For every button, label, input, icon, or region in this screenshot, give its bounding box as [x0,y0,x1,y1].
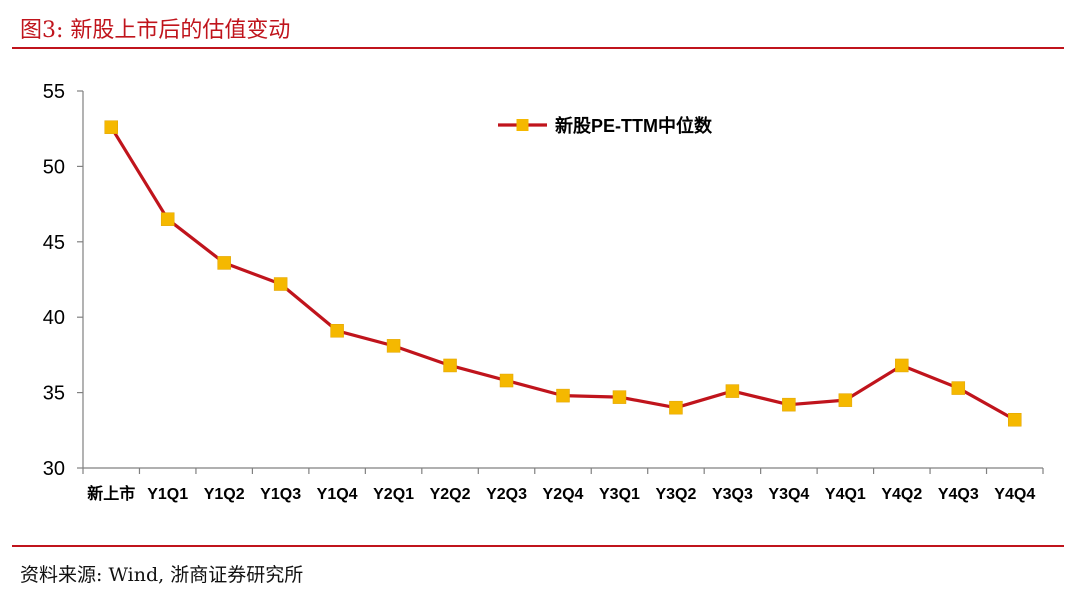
chart-axes: 30 35 40 45 50 55 新上市 Y1Q1 Y1Q2 Y1Q3 Y1Q4 Y2Q1 Y2Q2 Y… [43,81,1044,503]
data-point [443,358,457,373]
x-tick-label: Y1Q3 [260,486,301,503]
x-tick-label: Y2Q2 [430,486,471,503]
series-line [109,126,1016,422]
data-point [895,358,909,373]
legend-label: 新股PE-TTM中位数 [555,115,713,136]
x-tick-label: 新上市 [87,484,135,503]
x-tick-label: Y3Q3 [712,486,753,503]
x-tick-label: Y1Q2 [204,486,245,503]
source-note: 资料来源: Wind, 浙商证券研究所 [20,564,304,586]
data-point [217,256,231,270]
y-tick-label: 45 [43,232,65,254]
data-point [556,388,570,403]
y-tick-label: 50 [43,156,65,178]
x-tick-label: Y1Q1 [147,486,188,503]
data-point [386,339,401,353]
y-tick-label: 35 [43,383,65,405]
x-tick-label: Y2Q4 [543,486,584,503]
data-point [273,277,288,291]
y-tick-label: 40 [43,307,65,329]
data-point [104,120,118,134]
data-point [612,390,627,404]
x-tick-label: Y3Q4 [768,486,809,503]
data-point [1008,412,1022,427]
title-rule [12,47,1064,49]
x-tick-label: Y4Q2 [881,486,922,503]
x-tick-label: Y1Q4 [317,486,358,503]
data-point [669,400,683,415]
x-tick-label: Y4Q4 [994,486,1035,503]
x-tick-label: Y2Q1 [373,486,414,503]
chart-series [104,120,1022,427]
data-point [838,393,853,407]
figure-title: 图3: 新股上市后的估值变动 [20,18,291,43]
chart-legend: 新股PE-TTM中位数 [498,115,713,136]
x-tick-label: Y3Q2 [655,486,696,503]
line-chart: 30 35 40 45 50 55 新上市 Y1Q1 Y1Q2 Y1Q3 Y1Q4 Y2Q1 Y2Q2 Y… [43,81,1044,503]
data-point [330,324,344,338]
data-point [725,384,740,398]
data-point [782,397,796,412]
x-tick-label: Y3Q1 [599,486,640,503]
legend-marker [516,119,529,131]
data-point [160,212,175,226]
source-rule [12,545,1064,547]
x-tick-label: Y4Q1 [825,486,866,503]
y-tick-label: 30 [43,458,65,480]
data-point [499,373,514,388]
y-tick-label: 55 [43,81,65,103]
x-tick-label: Y4Q3 [938,486,979,503]
x-tick-label: Y2Q3 [486,486,527,503]
data-point [951,381,966,395]
